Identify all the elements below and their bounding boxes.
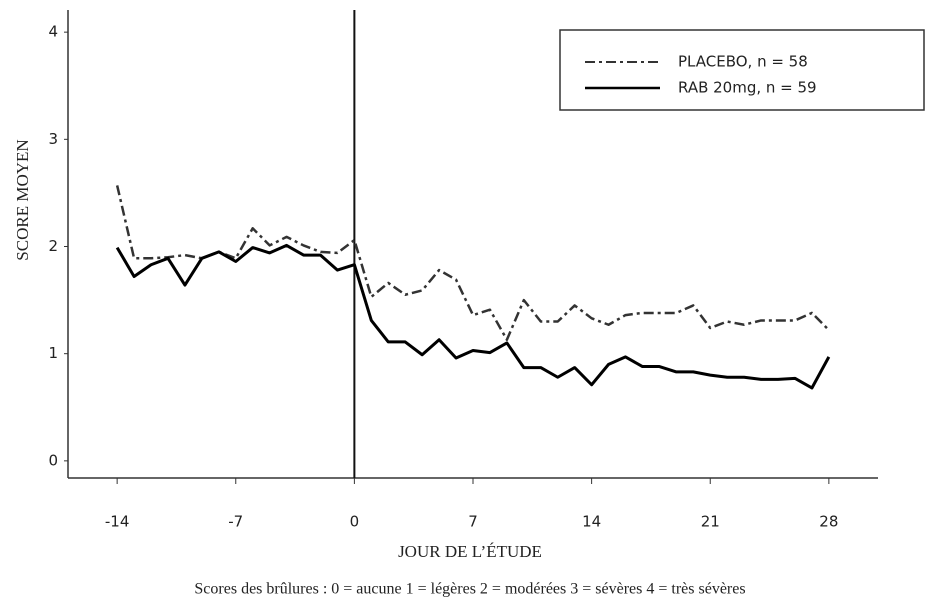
legend-label: RAB 20mg, n = 59 [678,79,817,97]
y-tick-label: 0 [48,451,58,469]
x-tick-label: -7 [228,513,243,531]
x-tick-label: 14 [582,513,601,531]
footnote: Scores des brûlures : 0 = aucune 1 = lég… [194,581,745,598]
y-tick-label: 1 [48,344,58,362]
x-tick-label: -14 [105,513,130,531]
legend-box [559,29,925,111]
x-tick-label: 0 [350,513,360,531]
y-tick-label: 3 [48,130,58,148]
line-series [115,243,831,390]
legend-label: PLACEBO, n = 58 [678,53,808,71]
y-tick-label: 4 [48,23,58,41]
line-series [115,185,830,341]
y-axis-label: SCORE MOYEN [13,139,32,260]
x-axis-label: JOUR DE L’ÉTUDE [398,542,542,561]
x-tick-label: 28 [819,513,838,531]
y-tick-label: 2 [48,237,58,255]
x-tick-label: 21 [701,513,720,531]
x-tick-label: 7 [468,513,478,531]
